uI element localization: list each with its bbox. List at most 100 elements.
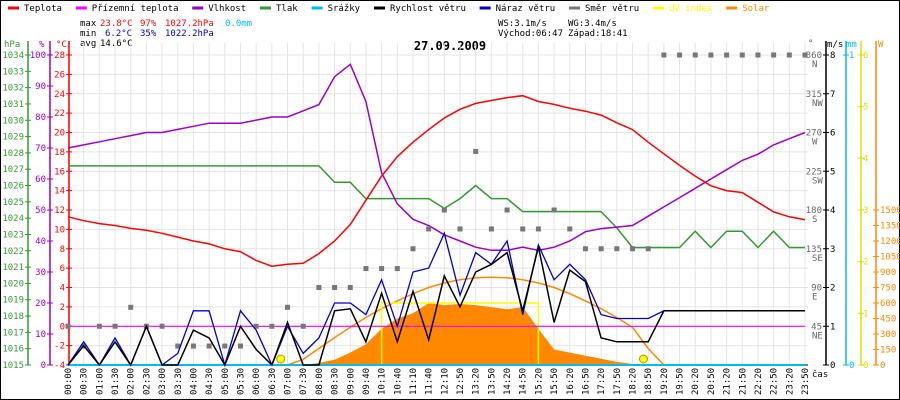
celsius-tick-label: 0: [60, 322, 65, 332]
uv-tick-label: 4: [863, 154, 868, 164]
legend-label: Teplota: [24, 4, 62, 14]
wind-direction-point: [535, 226, 541, 232]
x-tick-label: 14:20: [503, 368, 513, 395]
hpa-tick-label: 1033: [2, 67, 24, 77]
uv-tick-label: 1: [863, 309, 868, 319]
wind-direction-point: [159, 323, 165, 329]
wind-direction-point: [504, 207, 510, 213]
percent-tick-label: 30: [35, 268, 46, 278]
humidity-line: [67, 63, 806, 252]
legend-label: Tlak: [276, 4, 298, 14]
direction-compass-label: NE: [812, 331, 823, 341]
solar-area: [68, 303, 805, 365]
x-tick-label: 15:20: [534, 368, 544, 395]
wind-tick-label: 0: [830, 361, 835, 371]
direction-compass-label: S: [812, 215, 817, 225]
wind-tick-label: 1: [830, 322, 835, 332]
celsius-tick-label: 6: [60, 264, 65, 274]
legend-item: Srážky: [311, 4, 361, 14]
x-tick-label: 13:50: [487, 368, 497, 395]
x-tick-label: 23:50: [801, 368, 811, 395]
celsius-tick-label: 24: [54, 90, 65, 100]
wind-tick-label: 7: [830, 90, 835, 100]
direction-compass-label: E: [812, 293, 817, 303]
x-tick-label: 16:50: [581, 368, 591, 395]
legend: Teplota Přízemní teplota Vlhkost Tlak Srážky…: [8, 4, 770, 14]
wind-tick-label: 8: [830, 51, 835, 61]
x-tick-label: 01:30: [111, 368, 121, 395]
pressure-line: [68, 165, 805, 249]
wind-direction-point: [269, 323, 275, 329]
direction-compass-label: SW: [812, 176, 823, 186]
percent-tick-label: 50: [35, 206, 46, 216]
legend-item: Přízemní teplota: [75, 4, 179, 14]
x-tick-label: 07:00: [284, 368, 294, 395]
solar-tick-label: 1050: [880, 253, 900, 263]
legend-item: Teplota: [8, 4, 62, 14]
hpa-tick-label: 1022: [2, 247, 24, 257]
wind-direction-point: [488, 226, 494, 232]
x-tick-label: 07:30: [299, 368, 309, 395]
wind-direction-point: [332, 285, 338, 290]
legend-label: Solar: [742, 4, 770, 14]
direction-tick-label: 270: [806, 129, 822, 139]
legend-item: Tlak: [260, 4, 298, 14]
percent-axis-label: %: [39, 40, 45, 50]
wind-tick-label: 3: [830, 245, 835, 255]
direction-compass-label: SE: [812, 254, 823, 264]
x-tick-label: 06:30: [268, 368, 278, 395]
temperature-line: [67, 94, 806, 267]
legend-item: Solar: [726, 4, 770, 14]
direction-tick-label: 360: [806, 51, 822, 61]
x-tick-label: 03:00: [158, 368, 168, 395]
legend-item: UV index: [653, 4, 713, 14]
wind-direction-point: [65, 323, 71, 329]
wind-direction-point: [206, 343, 212, 349]
wind-direction-point: [253, 323, 259, 329]
legend-item: Rychlost větru: [374, 4, 466, 14]
x-tick-label: 18:20: [629, 368, 639, 395]
hpa-tick-label: 1015: [2, 361, 24, 371]
wind-direction-point: [457, 226, 463, 232]
direction-tick-label: 225: [806, 167, 822, 177]
wind-tick-label: 6: [830, 129, 835, 139]
legend-label: UV index: [669, 4, 713, 14]
wind-direction-point: [394, 266, 400, 272]
wind-direction-point: [285, 304, 291, 310]
direction-tick-label: 45: [811, 322, 822, 332]
wind-direction-point: [567, 226, 573, 232]
solar-axis-label: W: [878, 40, 884, 50]
hpa-tick-label: 1030: [2, 116, 24, 126]
wind-direction-point: [190, 343, 196, 349]
percent-tick-label: 10: [35, 330, 46, 340]
wind-direction-point: [614, 246, 620, 252]
legend-label: Náraz větru: [496, 4, 556, 14]
uv-tick-label: 0: [863, 361, 868, 371]
min-humidity: 35%: [140, 29, 157, 39]
wind-direction-point: [708, 52, 714, 58]
wind-direction-point: [661, 52, 667, 58]
direction-compass-label: W: [812, 138, 818, 148]
celsius-tick-label: 20: [54, 129, 65, 139]
wind-direction-point: [300, 323, 306, 329]
wind-direction-point: [630, 246, 636, 252]
plot-area: [65, 52, 808, 368]
solar-tick-label: 750: [880, 284, 896, 294]
celsius-tick-label: 26: [54, 70, 65, 80]
hpa-tick-label: 1020: [2, 279, 24, 289]
hpa-tick-label: 1031: [2, 100, 24, 110]
hpa-tick-label: 1027: [2, 165, 24, 175]
x-tick-label: 10:40: [393, 368, 403, 395]
uv-tick-label: 3: [863, 206, 868, 216]
direction-axis-label: °: [808, 39, 813, 49]
x-tick-labels: 00:00 00:30 01:00 01:30 02:00 02:30 03:00 03:30…: [64, 368, 811, 395]
solar-tick-label: 150: [880, 346, 896, 356]
solar-tick-label: 0: [880, 361, 885, 371]
celsius-tick-label: 14: [54, 187, 65, 197]
hpa-tick-label: 1026: [2, 182, 24, 192]
direction-compass-label: NW: [812, 99, 823, 109]
percent-tick-label: 0: [41, 361, 46, 371]
wind-direction-point: [112, 323, 118, 329]
celsius-tick-label: 10: [54, 225, 65, 235]
